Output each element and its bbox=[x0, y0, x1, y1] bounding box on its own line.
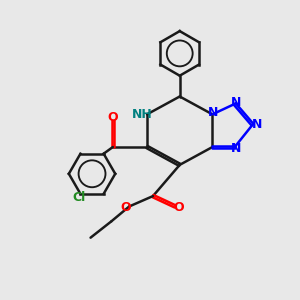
Text: N: N bbox=[231, 142, 242, 155]
Text: N: N bbox=[208, 106, 218, 119]
Text: NH: NH bbox=[132, 108, 153, 121]
Text: O: O bbox=[120, 201, 131, 214]
Text: O: O bbox=[173, 201, 184, 214]
Text: N: N bbox=[231, 96, 242, 109]
Text: Cl: Cl bbox=[72, 191, 86, 204]
Text: N: N bbox=[252, 118, 262, 131]
Text: O: O bbox=[107, 111, 118, 124]
